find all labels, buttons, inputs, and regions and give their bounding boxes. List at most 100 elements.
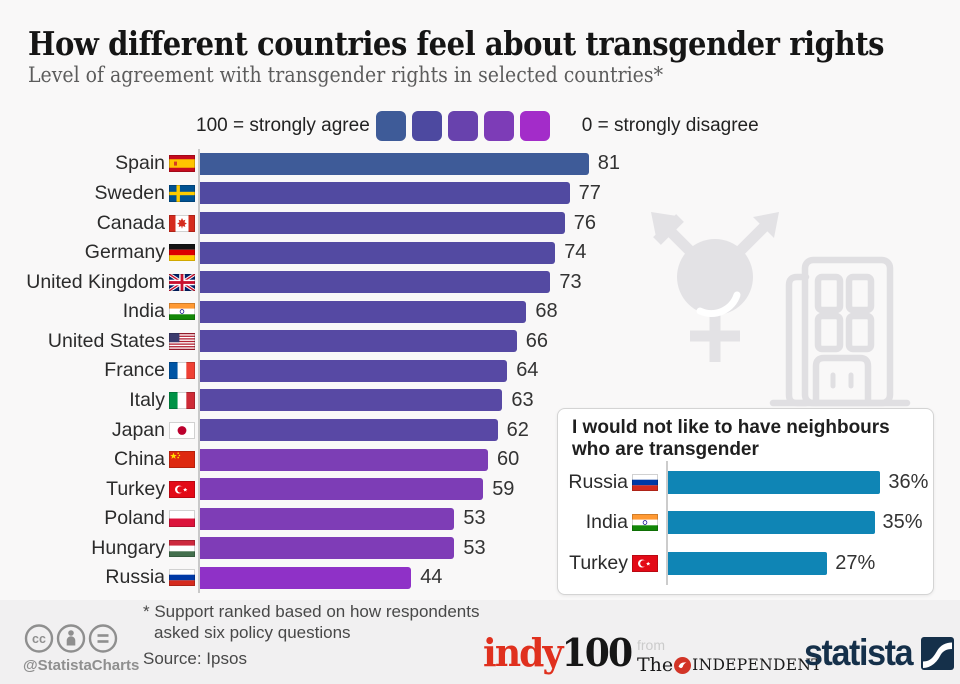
- value-bar: [668, 471, 881, 494]
- indy100-logo-100: 100: [561, 630, 634, 675]
- chart-row: Canada 76: [0, 208, 960, 238]
- value-bar: [200, 152, 589, 175]
- country-label: United Kingdom: [26, 270, 165, 293]
- value-label: 60: [497, 448, 520, 471]
- chart-row: Germany 74: [0, 238, 960, 268]
- country-label: Turkey: [569, 551, 628, 574]
- flag-india-icon: [169, 303, 195, 321]
- indy100-logo-indy: indy: [483, 630, 563, 675]
- chart-row: Hungary 53: [0, 533, 960, 563]
- inset-row: Russia 36%: [558, 463, 933, 503]
- country-label: Russia: [568, 471, 628, 493]
- chart-row: Spain 81: [0, 149, 960, 179]
- value-label: 27%: [835, 551, 876, 574]
- country-label: Russia: [105, 566, 165, 589]
- value-bar: [668, 551, 828, 575]
- value-bar: [200, 478, 484, 501]
- value-label: 73: [559, 270, 582, 293]
- value-label: 63: [511, 388, 534, 411]
- chart-row: United Kingdom 73: [0, 267, 960, 297]
- country-label: Turkey: [106, 477, 165, 500]
- legend-left-label: 100 = strongly agree: [196, 115, 370, 136]
- flag-us-icon: [169, 332, 195, 350]
- inset-title: I would not like to have neighbours who …: [572, 417, 890, 461]
- statista-logo: statista: [804, 632, 954, 674]
- country-label: China: [114, 448, 165, 471]
- legend-swatch: [447, 111, 478, 141]
- flag-china-icon: [169, 451, 195, 469]
- flag-france-icon: [169, 362, 195, 380]
- value-label: 68: [535, 300, 558, 323]
- value-bar: [668, 511, 875, 535]
- value-label: 76: [573, 211, 597, 234]
- chart-row: India 68: [0, 297, 960, 327]
- page-title: How different countries feel about trans…: [28, 24, 885, 63]
- independent-logo: from The INDEPENDENT: [637, 637, 822, 676]
- flag-hungary-icon: [169, 539, 195, 557]
- flag-japan-icon: [169, 421, 195, 439]
- value-bar: [200, 182, 570, 205]
- value-label: 59: [492, 477, 515, 500]
- country-label: France: [104, 359, 165, 382]
- axis-line: [198, 149, 200, 593]
- value-label: 66: [525, 329, 549, 352]
- country-label: Hungary: [91, 536, 165, 559]
- value-bar: [200, 300, 527, 323]
- value-bar: [200, 389, 503, 412]
- statista-handle: @StatistaCharts: [23, 657, 140, 674]
- country-label: Japan: [111, 418, 165, 441]
- flag-turkey-icon: [632, 554, 658, 572]
- country-label: India: [585, 511, 628, 534]
- value-bar: [200, 537, 455, 560]
- chart-row: Poland 53: [0, 504, 960, 534]
- flag-spain-icon: [169, 155, 195, 173]
- value-bar: [200, 271, 551, 294]
- statista-wordmark: statista: [804, 632, 914, 673]
- country-label: Canada: [96, 211, 165, 234]
- flag-russia-icon: [169, 569, 195, 587]
- value-label: 53: [463, 507, 486, 530]
- country-label: Spain: [115, 152, 165, 175]
- page-subtitle: Level of agreement with transgender righ…: [28, 63, 664, 87]
- legend: 100 = strongly agree 0 = strongly disagr…: [196, 110, 759, 142]
- indy100-logo: indy100: [483, 630, 634, 675]
- legend-right-label: 0 = strongly disagree: [581, 115, 759, 136]
- country-label: United States: [47, 329, 165, 352]
- legend-swatch: [375, 111, 406, 141]
- value-bar: [200, 330, 517, 353]
- country-label: Germany: [84, 241, 165, 264]
- flag-india-icon: [632, 514, 658, 532]
- equals-icon: [88, 624, 118, 653]
- chart-row: United States 66: [0, 326, 960, 356]
- inset-panel: I would not like to have neighbours who …: [557, 408, 934, 595]
- value-label: 74: [564, 241, 587, 264]
- flag-germany-icon: [169, 244, 195, 262]
- country-label: India: [122, 300, 165, 323]
- value-bar: [200, 448, 488, 471]
- value-bar: [200, 419, 498, 442]
- statista-logo-mark: [920, 636, 954, 670]
- attribution-person-icon: [56, 624, 86, 653]
- chart-row: China 60: [0, 445, 960, 475]
- chart-row: Russia 44: [0, 563, 960, 593]
- source-label: Source: Ipsos: [143, 649, 247, 668]
- chart-row: Italy 63: [0, 385, 960, 415]
- chart-row: France 64: [0, 356, 960, 386]
- value-label: 53: [463, 536, 486, 559]
- country-label: Poland: [104, 507, 165, 530]
- value-label: 62: [506, 418, 529, 441]
- inset-row: India 35%: [558, 503, 933, 543]
- value-label: 35%: [882, 511, 923, 534]
- value-bar: [200, 566, 412, 589]
- country-label: Sweden: [94, 181, 165, 204]
- value-label: 77: [578, 181, 601, 204]
- flag-russia-icon: [632, 474, 658, 491]
- legend-swatch: [411, 111, 442, 141]
- value-bar: [200, 212, 565, 235]
- value-bar: [200, 241, 556, 264]
- flag-poland-icon: [169, 510, 195, 528]
- flag-canada-icon: [169, 214, 195, 232]
- chart-row: Sweden 77: [0, 178, 960, 208]
- independent-eagle-icon: [674, 656, 692, 674]
